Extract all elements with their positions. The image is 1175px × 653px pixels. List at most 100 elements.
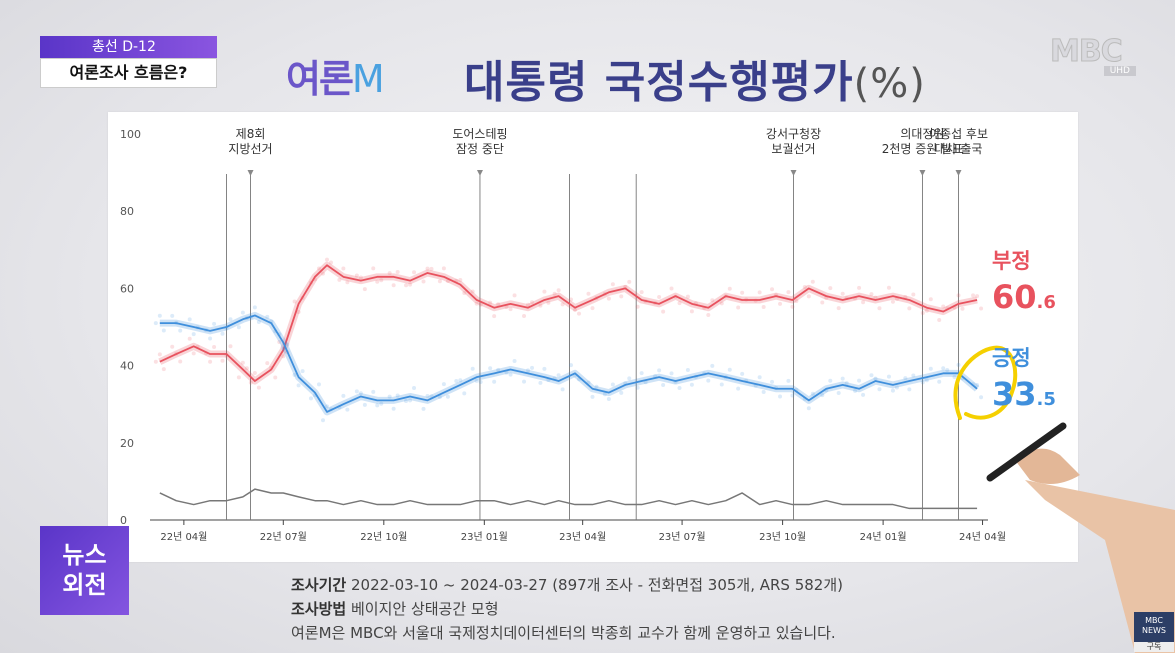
survey-point — [273, 375, 278, 380]
survey-point — [857, 285, 862, 290]
survey-point — [586, 291, 591, 296]
event-label: 의대정원 — [900, 127, 944, 141]
survey-point — [556, 373, 561, 378]
survey-point — [316, 266, 321, 271]
survey-point — [404, 398, 409, 403]
survey-point — [292, 372, 297, 377]
survey-point — [462, 291, 467, 296]
event-label: 대사 출국 — [935, 142, 983, 156]
event-label: 잠정 중단 — [456, 142, 504, 156]
survey-point — [522, 314, 527, 319]
survey-point — [577, 311, 582, 316]
survey-point — [530, 365, 535, 370]
survey-point — [345, 280, 350, 285]
survey-point — [602, 392, 607, 397]
survey-point — [492, 314, 497, 319]
survey-point — [689, 382, 694, 387]
survey-point — [810, 279, 815, 284]
survey-point — [387, 271, 392, 276]
survey-point — [945, 368, 950, 373]
survey-point — [937, 379, 942, 384]
survey-point — [228, 317, 233, 322]
survey-point — [308, 396, 313, 401]
survey-point — [391, 406, 396, 411]
survey-point — [161, 328, 166, 333]
survey-point — [890, 299, 895, 304]
survey-point — [474, 378, 479, 383]
survey-point — [975, 294, 980, 299]
survey-point — [496, 302, 501, 307]
survey-point — [971, 293, 976, 298]
survey-point — [320, 271, 325, 276]
survey-point — [778, 301, 783, 306]
other-series-line — [159, 488, 978, 510]
survey-point — [853, 388, 858, 393]
survey-point — [404, 283, 409, 288]
survey-point — [861, 300, 866, 305]
survey-point — [840, 291, 845, 296]
dday-label: 총선 D-12 — [40, 36, 217, 58]
segment-line1: 뉴스 — [62, 541, 107, 569]
survey-point — [324, 257, 329, 262]
survey-point — [552, 291, 557, 296]
event-marker — [476, 170, 483, 176]
survey-point — [706, 378, 711, 383]
survey-point — [873, 295, 878, 300]
survey-point — [345, 407, 350, 412]
survey-point — [886, 285, 891, 290]
survey-point — [252, 305, 257, 310]
survey-point — [590, 394, 595, 399]
survey-point — [840, 376, 845, 381]
survey-point — [445, 394, 450, 399]
survey-point — [719, 382, 724, 387]
survey-point — [627, 279, 632, 284]
period-label: 조사기간 — [291, 576, 347, 594]
survey-point — [371, 389, 376, 394]
survey-point — [627, 376, 632, 381]
survey-point — [300, 369, 305, 374]
survey-point — [828, 286, 833, 291]
survey-point — [960, 306, 965, 311]
survey-point — [208, 359, 213, 364]
survey-point — [478, 379, 483, 384]
survey-point — [341, 266, 346, 271]
survey-point — [161, 367, 166, 372]
subscribe-badge[interactable]: MBC NEWS 구독 — [1134, 612, 1174, 652]
x-tick-label: 23년 01월 — [461, 531, 508, 543]
survey-point — [956, 362, 961, 367]
survey-point — [508, 372, 513, 377]
survey-point — [178, 359, 183, 364]
survey-point — [639, 290, 644, 295]
survey-point — [770, 379, 775, 384]
positive-series-line — [159, 314, 978, 413]
survey-point — [689, 309, 694, 314]
survey-point — [606, 296, 611, 301]
survey-point — [441, 266, 446, 271]
topic-label: 여론조사 흐름은? — [40, 58, 217, 88]
survey-point — [488, 366, 493, 371]
survey-point — [877, 306, 882, 311]
x-tick-label: 23년 07월 — [659, 531, 706, 543]
survey-point — [412, 270, 417, 275]
survey-point — [296, 383, 301, 388]
survey-point — [512, 293, 517, 298]
survey-point — [757, 290, 762, 295]
y-tick-label: 40 — [120, 360, 134, 373]
survey-point — [212, 345, 217, 350]
survey-point — [727, 367, 732, 372]
survey-point — [391, 283, 396, 288]
y-tick-label: 80 — [120, 205, 134, 218]
survey-point — [354, 389, 359, 394]
survey-point — [437, 279, 442, 284]
survey-point — [669, 286, 674, 291]
survey-point — [281, 346, 286, 351]
survey-point — [538, 303, 543, 308]
survey-point — [869, 373, 874, 378]
y-tick-label: 20 — [120, 437, 134, 450]
survey-point — [429, 266, 434, 271]
x-tick-label: 23년 04월 — [559, 531, 606, 543]
event-label: 2천명 증원 발표 — [882, 141, 964, 156]
survey-point — [979, 306, 984, 311]
survey-point — [408, 282, 413, 287]
survey-point — [371, 266, 376, 271]
